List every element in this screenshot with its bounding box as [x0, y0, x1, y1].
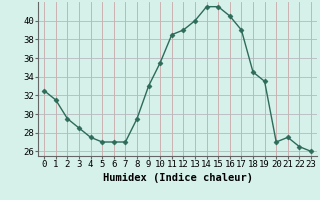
X-axis label: Humidex (Indice chaleur): Humidex (Indice chaleur) — [103, 173, 252, 183]
